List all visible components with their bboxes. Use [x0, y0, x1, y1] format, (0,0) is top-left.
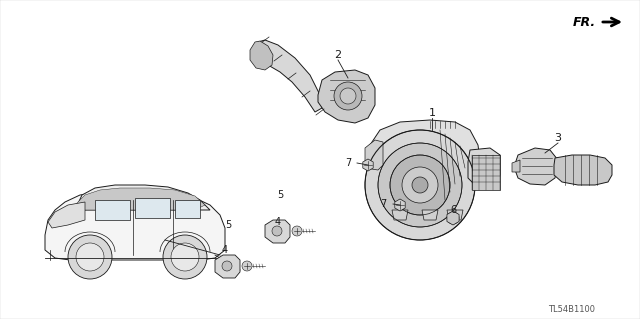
Bar [135, 198, 170, 218]
Polygon shape [514, 148, 558, 185]
Circle shape [412, 177, 428, 193]
Circle shape [365, 130, 475, 240]
Polygon shape [395, 199, 405, 211]
Polygon shape [365, 140, 383, 170]
Text: 1: 1 [429, 108, 435, 118]
Text: 6: 6 [450, 205, 456, 215]
Bar [175, 200, 200, 218]
Polygon shape [370, 120, 480, 215]
Polygon shape [392, 210, 408, 220]
Circle shape [222, 261, 232, 271]
Circle shape [76, 243, 104, 271]
Polygon shape [512, 160, 520, 172]
Text: 2: 2 [335, 50, 342, 60]
Text: 4: 4 [275, 217, 281, 227]
Circle shape [378, 143, 462, 227]
Polygon shape [472, 155, 500, 190]
Text: 5: 5 [225, 220, 231, 230]
Circle shape [447, 212, 459, 224]
Text: 4: 4 [222, 245, 228, 255]
Polygon shape [554, 155, 612, 185]
Circle shape [334, 82, 362, 110]
Polygon shape [45, 192, 225, 260]
Polygon shape [75, 185, 210, 210]
Polygon shape [48, 202, 85, 228]
Circle shape [171, 243, 199, 271]
Polygon shape [447, 211, 459, 225]
Polygon shape [255, 40, 322, 112]
Text: 7: 7 [345, 158, 351, 168]
Text: FR.: FR. [573, 16, 596, 28]
Polygon shape [468, 148, 500, 185]
Polygon shape [447, 210, 463, 220]
Circle shape [163, 235, 207, 279]
Text: TL54B1100: TL54B1100 [548, 306, 595, 315]
Polygon shape [318, 70, 375, 123]
Bar [95, 200, 130, 220]
Polygon shape [215, 255, 240, 278]
Circle shape [272, 226, 282, 236]
Polygon shape [75, 188, 205, 210]
Polygon shape [422, 210, 438, 220]
Text: 7: 7 [380, 199, 386, 209]
Circle shape [390, 155, 450, 215]
Polygon shape [250, 41, 273, 70]
Text: 3: 3 [554, 133, 561, 143]
Polygon shape [265, 220, 290, 243]
Text: 5: 5 [277, 190, 283, 200]
Circle shape [340, 88, 356, 104]
Polygon shape [363, 159, 373, 171]
Circle shape [242, 261, 252, 271]
Circle shape [68, 235, 112, 279]
Circle shape [292, 226, 302, 236]
Circle shape [402, 167, 438, 203]
